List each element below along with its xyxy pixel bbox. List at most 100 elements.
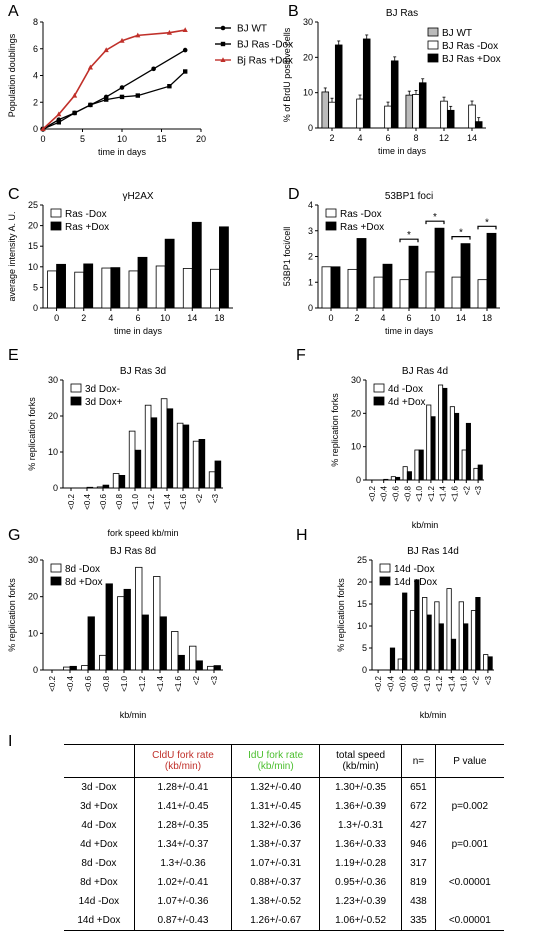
x-tick-label-B: 12 (439, 133, 449, 143)
legend-swatch (50, 576, 62, 586)
x-axis-label-B: time in days (378, 146, 427, 156)
x-tick-label-H: <0.2 (374, 675, 383, 691)
table-header-cell: P value (435, 744, 504, 778)
significance-bracket (451, 236, 471, 240)
bar (409, 610, 416, 671)
legend-entry: BJ WT (237, 24, 267, 35)
y-tick-label-H: 25 (357, 555, 367, 565)
table-cell: 317 (401, 854, 436, 873)
x-tick-label-F: <1.6 (451, 485, 460, 501)
data-point (72, 92, 78, 98)
bar (450, 638, 457, 671)
data-point (119, 85, 125, 90)
legend-entry: BJ WT (442, 28, 472, 39)
chart-title-E: BJ Ras 3d (120, 366, 166, 377)
bar (102, 484, 110, 489)
table-cell: 3d -Dox (64, 777, 135, 797)
significance-mark: * (485, 217, 489, 228)
panel-label-C: C (8, 186, 20, 203)
panel-label-G: G (8, 527, 20, 544)
bar (96, 486, 104, 489)
data-point (135, 32, 141, 38)
y-axis-label-C: average intensity A. U. (7, 211, 17, 301)
bar (87, 616, 95, 671)
bar (83, 263, 94, 309)
table-cell: 8d -Dox (64, 854, 135, 873)
bar (395, 476, 401, 481)
significance-bracket (477, 225, 497, 230)
panel-label-I: I (8, 733, 13, 750)
bar (470, 610, 477, 671)
x-tick-label-D: 10 (430, 313, 440, 323)
x-tick-label-E: <0.4 (83, 493, 92, 509)
bar (362, 38, 371, 129)
chart-title-C: γH2AX (122, 191, 153, 202)
bar (402, 466, 408, 481)
x-tick-label-F: <1.0 (415, 485, 424, 501)
legend-entry: 4d -Dox (388, 384, 423, 395)
panel-label-H: H (296, 527, 308, 544)
bar (438, 623, 444, 671)
y-axis-label-F: % replication forks (330, 393, 340, 467)
table-header-cell (64, 744, 135, 778)
bar (422, 597, 428, 671)
x-tick-label-C: 14 (187, 313, 197, 323)
x-axis-label-D: time in days (385, 326, 434, 336)
y-tick-label-H: 20 (357, 577, 367, 587)
significance-bracket (399, 238, 419, 243)
table-cell: 672 (401, 797, 436, 816)
x-tick-label-A: 20 (196, 134, 206, 144)
bar (430, 416, 436, 481)
bar (134, 449, 142, 489)
legend-entry: 3d Dox- (85, 384, 120, 395)
legend-swatch (70, 396, 82, 406)
x-tick-label-G: <1.4 (156, 675, 165, 691)
x-tick-label-G: <1.6 (174, 675, 183, 691)
table-cell: 1.3+/-0.31 (319, 816, 403, 835)
legend-swatch (70, 383, 82, 393)
bar (150, 417, 158, 489)
bar (74, 271, 85, 309)
x-tick-label-E: <1.4 (163, 493, 172, 509)
table-cell (435, 854, 504, 873)
table-cell: p=0.001 (451, 839, 489, 850)
y-tick-label-D: 4 (308, 200, 313, 210)
legend-entry: BJ Ras +Dox (442, 54, 501, 65)
bar (219, 226, 229, 309)
x-tick-label-H: <1.6 (460, 675, 469, 691)
x-tick-label-F: <2 (462, 485, 471, 495)
table-cell: 1.36+/-0.33 (319, 835, 403, 854)
bar (171, 631, 179, 671)
data-point (72, 110, 77, 116)
bar (487, 656, 493, 671)
header-unit: (kb/min) (164, 761, 202, 772)
bar (356, 238, 367, 309)
y-tick-label-C: 15 (28, 241, 38, 251)
bar (434, 227, 445, 309)
bar (123, 588, 131, 671)
header-line: CldU fork rate (152, 750, 214, 761)
x-tick-label-G: <0.6 (84, 675, 93, 691)
data-point (56, 111, 62, 117)
legend-swatch (325, 221, 337, 231)
bar (321, 91, 330, 129)
y-tick-label-D: 3 (308, 226, 313, 236)
data-point (104, 97, 109, 102)
legend-entry: Ras -Dox (340, 209, 382, 220)
x-axis-label-A: time in days (98, 147, 147, 157)
y-tick-label-A: 2 (33, 97, 38, 107)
series-line-1 (42, 71, 186, 130)
legend-entry: BJ Ras -Dox (442, 41, 498, 52)
x-tick-label-C: 10 (160, 313, 170, 323)
table-header-cell: n= (401, 744, 436, 778)
y-tick-label-G: 0 (33, 665, 38, 675)
table-row: 4d -Dox 1.28+/-0.35 1.32+/-0.36 1.3+/-0.31 4… (64, 816, 504, 835)
table-cell: 427 (401, 816, 436, 835)
x-tick-label-G: <3 (210, 675, 219, 685)
table-cell: <0.00001 (448, 877, 491, 888)
bar (389, 647, 396, 671)
y-tick-label-H: 15 (357, 599, 367, 609)
legend-swatch (373, 396, 385, 406)
bar (141, 614, 149, 671)
